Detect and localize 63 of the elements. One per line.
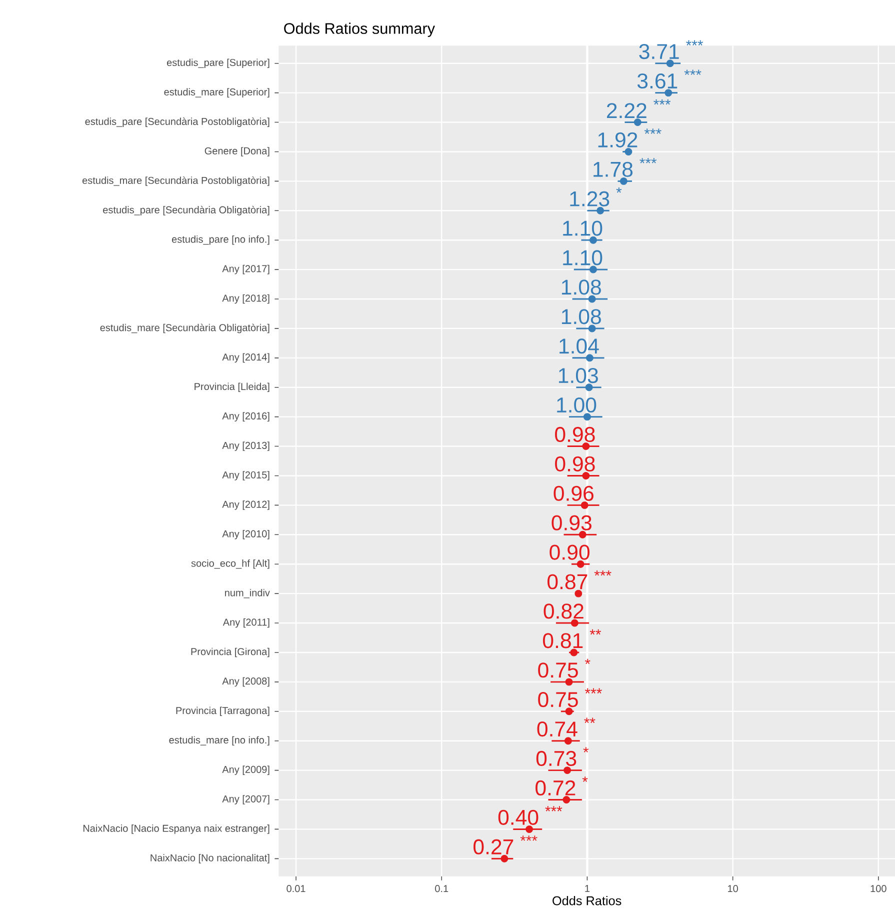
y-tick-label: estudis_pare [Secundària Postobligatòria] bbox=[85, 118, 270, 127]
data-label: 0.40 $^{***}$ bbox=[498, 806, 562, 825]
x-tick-label: 10 bbox=[728, 885, 738, 892]
chart-title: Odds Ratios summary bbox=[284, 22, 435, 37]
y-tick-label: estudis_pare [Secundària Obligatòria] bbox=[103, 206, 270, 216]
y-tick-label: NaixNacio [Nacio Espanya naix estranger] bbox=[83, 824, 270, 834]
data-label: 3.61 $^{***}$ bbox=[637, 70, 702, 89]
y-tick-label: estudis_mare [Secundària Postobligatòria] bbox=[82, 176, 270, 186]
data-label: 0.93 bbox=[552, 515, 592, 530]
data-label: 1.10 bbox=[563, 220, 602, 236]
y-tick-label: Any [2018] bbox=[222, 294, 270, 304]
data-label: 0.72 $^{*}$ bbox=[536, 776, 588, 796]
data-label: 0.96 bbox=[554, 486, 594, 501]
y-tick-label: Provincia [Lleida] bbox=[194, 382, 270, 392]
data-label: 0.98 bbox=[555, 456, 595, 472]
y-tick-label: Any [2012] bbox=[222, 500, 270, 510]
y-tick-label: Any [2010] bbox=[222, 530, 270, 540]
y-tick-label: estudis_pare [no info.] bbox=[172, 235, 270, 245]
data-label: 0.81 $^{**}$ bbox=[542, 629, 601, 648]
y-tick-label: Any [2014] bbox=[222, 353, 270, 363]
x-tick-label: 1 bbox=[585, 885, 590, 892]
data-label: 1.92 $^{***}$ bbox=[598, 128, 662, 148]
y-tick-label: Any [2008] bbox=[222, 677, 270, 687]
data-label: 1.08 bbox=[562, 280, 601, 295]
x-tick-label: 0.01 bbox=[286, 885, 306, 892]
y-tick-label: Any [2016] bbox=[222, 412, 270, 422]
y-tick-label: NaixNacio [No nacionalitat] bbox=[150, 854, 270, 864]
x-tick-label: 100 bbox=[870, 885, 886, 892]
data-label: 1.03 bbox=[558, 368, 598, 384]
data-label: 1.08 bbox=[562, 309, 601, 324]
data-label: 3.71 $^{***}$ bbox=[639, 40, 704, 60]
y-tick-label: num_indiv bbox=[225, 588, 270, 598]
data-label: 0.75 $^{***}$ bbox=[538, 688, 602, 708]
data-label: 0.87 $^{***}$ bbox=[548, 570, 612, 590]
x-axis-title: Odds Ratios bbox=[552, 896, 622, 906]
data-label: 0.74 $^{**}$ bbox=[537, 718, 596, 737]
data-label: 0.90 bbox=[550, 544, 590, 560]
y-tick-label: socio_eco_hf [Alt] bbox=[191, 559, 270, 569]
y-tick-label: estudis_mare [no info.] bbox=[169, 736, 270, 746]
y-tick-label: Any [2007] bbox=[222, 795, 270, 804]
data-label: 1.10 bbox=[563, 250, 602, 266]
y-tick-label: Any [2015] bbox=[222, 471, 270, 480]
data-label: 1.00 bbox=[557, 397, 596, 413]
data-label: 0.82 bbox=[544, 604, 584, 619]
x-tick-label: 0.1 bbox=[435, 885, 448, 892]
y-tick-label: estudis_mare [Secundària Obligatòria] bbox=[100, 324, 270, 334]
data-label: 1.78 $^{***}$ bbox=[594, 158, 657, 177]
data-label: 0.73 $^{*}$ bbox=[536, 747, 589, 766]
y-tick-label: Any [2009] bbox=[222, 766, 270, 775]
y-tick-label: Provincia [Girona] bbox=[191, 648, 270, 658]
y-tick-label: Any [2017] bbox=[222, 264, 270, 274]
y-tick-label: Any [2011] bbox=[222, 618, 270, 628]
data-label: 1.04 bbox=[560, 338, 599, 354]
data-label: 0.75 $^{*}$ bbox=[538, 658, 590, 678]
data-label: 0.27 $^{***}$ bbox=[474, 836, 538, 854]
data-label: 1.23 $^{*}$ bbox=[570, 188, 622, 206]
y-tick-label: estudis_mare [Superior] bbox=[164, 88, 270, 98]
data-label: 0.98 bbox=[555, 426, 595, 442]
data-label: 2.22 $^{***}$ bbox=[606, 99, 671, 118]
y-tick-label: Any [2013] bbox=[222, 442, 270, 451]
y-tick-label: Genere [Dona] bbox=[204, 147, 270, 156]
y-tick-label: Provincia [Tarragona] bbox=[176, 706, 270, 716]
y-tick-label: estudis_pare [Superior] bbox=[166, 58, 270, 68]
